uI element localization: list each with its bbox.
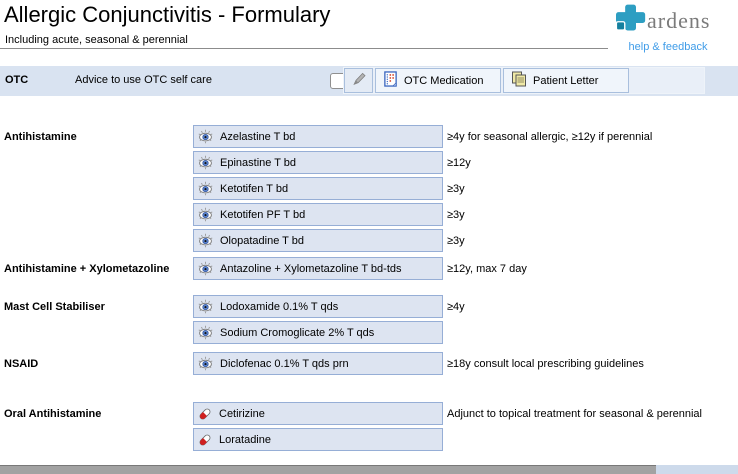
section-label: Antihistamine xyxy=(4,130,77,143)
eye-icon xyxy=(198,181,213,196)
medication-button[interactable]: Sodium Cromoglicate 2% T qds xyxy=(193,321,443,344)
patient-letter-button-label: Patient Letter xyxy=(533,74,599,87)
medication-pad-icon xyxy=(383,71,398,90)
medication-button-label: Epinastine T bd xyxy=(220,156,297,169)
row-note: ≥3y xyxy=(447,182,465,195)
row-note: ≥4y for seasonal allergic, ≥12y if peren… xyxy=(447,130,653,143)
medication-button-label: Ketotifen PF T bd xyxy=(220,208,306,221)
row-note: ≥12y, max 7 day xyxy=(447,262,527,275)
medication-button[interactable]: Diclofenac 0.1% T qds prn xyxy=(193,352,443,375)
patient-letter-icon xyxy=(511,71,527,90)
medication-button[interactable]: Olopatadine T bd xyxy=(193,229,443,252)
pencil-icon xyxy=(351,71,367,90)
otc-medication-button-label: OTC Medication xyxy=(404,74,484,87)
row-note: ≥3y xyxy=(447,234,465,247)
capsule-icon xyxy=(198,407,212,421)
eye-icon xyxy=(198,129,213,144)
row-note: ≥3y xyxy=(447,208,465,221)
eye-icon xyxy=(198,299,213,314)
medication-button-label: Diclofenac 0.1% T qds prn xyxy=(220,357,349,370)
row-note: ≥18y consult local prescribing guideline… xyxy=(447,357,644,370)
medication-button[interactable]: Lodoxamide 0.1% T qds xyxy=(193,295,443,318)
otc-medication-button[interactable]: OTC Medication xyxy=(375,68,501,93)
eye-icon xyxy=(198,261,213,276)
section-label: Mast Cell Stabiliser xyxy=(4,300,105,313)
section-label: NSAID xyxy=(4,357,39,370)
row-note: ≥4y xyxy=(447,300,465,313)
eye-icon xyxy=(198,207,213,222)
row-note: Adjunct to topical treatment for seasona… xyxy=(447,407,702,420)
section-label: Antihistamine + Xylometazoline xyxy=(4,262,170,275)
ardens-cross-icon xyxy=(615,2,646,39)
eye-icon xyxy=(198,233,213,248)
otc-row: OTC Advice to use OTC self care xyxy=(0,66,738,96)
medication-button-label: Cetirizine xyxy=(219,407,265,420)
medication-button-label: Lodoxamide 0.1% T qds xyxy=(220,300,339,313)
medication-button[interactable]: Ketotifen T bd xyxy=(193,177,443,200)
horizontal-scrollbar-thumb[interactable] xyxy=(0,465,656,474)
patient-letter-button[interactable]: Patient Letter xyxy=(503,68,629,93)
medication-button-label: Olopatadine T bd xyxy=(220,234,304,247)
page-subtitle: Including acute, seasonal & perennial xyxy=(5,34,188,46)
ardens-wordmark: ardens xyxy=(647,8,711,33)
annotate-pencil-button[interactable] xyxy=(344,68,373,93)
otc-section-label: OTC xyxy=(5,74,29,86)
medication-button-label: Azelastine T bd xyxy=(220,130,296,143)
medication-button[interactable]: Cetirizine xyxy=(193,402,443,425)
medication-button[interactable]: Azelastine T bd xyxy=(193,125,443,148)
medication-button[interactable]: Loratadine xyxy=(193,428,443,451)
section-label: Oral Antihistamine xyxy=(4,407,102,420)
otc-advice-text: Advice to use OTC self care xyxy=(75,74,212,86)
medication-button[interactable]: Epinastine T bd xyxy=(193,151,443,174)
strip-filler xyxy=(631,68,704,93)
header-divider xyxy=(0,48,608,49)
page-title: Allergic Conjunctivitis - Formulary xyxy=(4,2,331,27)
medication-button[interactable]: Antazoline + Xylometazoline T bd-tds xyxy=(193,257,443,280)
row-note: ≥12y xyxy=(447,156,471,169)
medication-button-label: Loratadine xyxy=(219,433,271,446)
medication-button[interactable]: Ketotifen PF T bd xyxy=(193,203,443,226)
capsule-icon xyxy=(198,433,212,447)
medication-button-label: Ketotifen T bd xyxy=(220,182,289,195)
eye-icon xyxy=(198,356,213,371)
otc-button-strip: OTC Medication Patient Letter xyxy=(343,67,705,94)
medication-button-label: Antazoline + Xylometazoline T bd-tds xyxy=(220,262,402,275)
medication-button-label: Sodium Cromoglicate 2% T qds xyxy=(220,326,375,339)
horizontal-scrollbar xyxy=(0,465,738,474)
eye-icon xyxy=(198,325,213,340)
help-feedback-link[interactable]: help & feedback xyxy=(628,41,708,53)
eye-icon xyxy=(198,155,213,170)
